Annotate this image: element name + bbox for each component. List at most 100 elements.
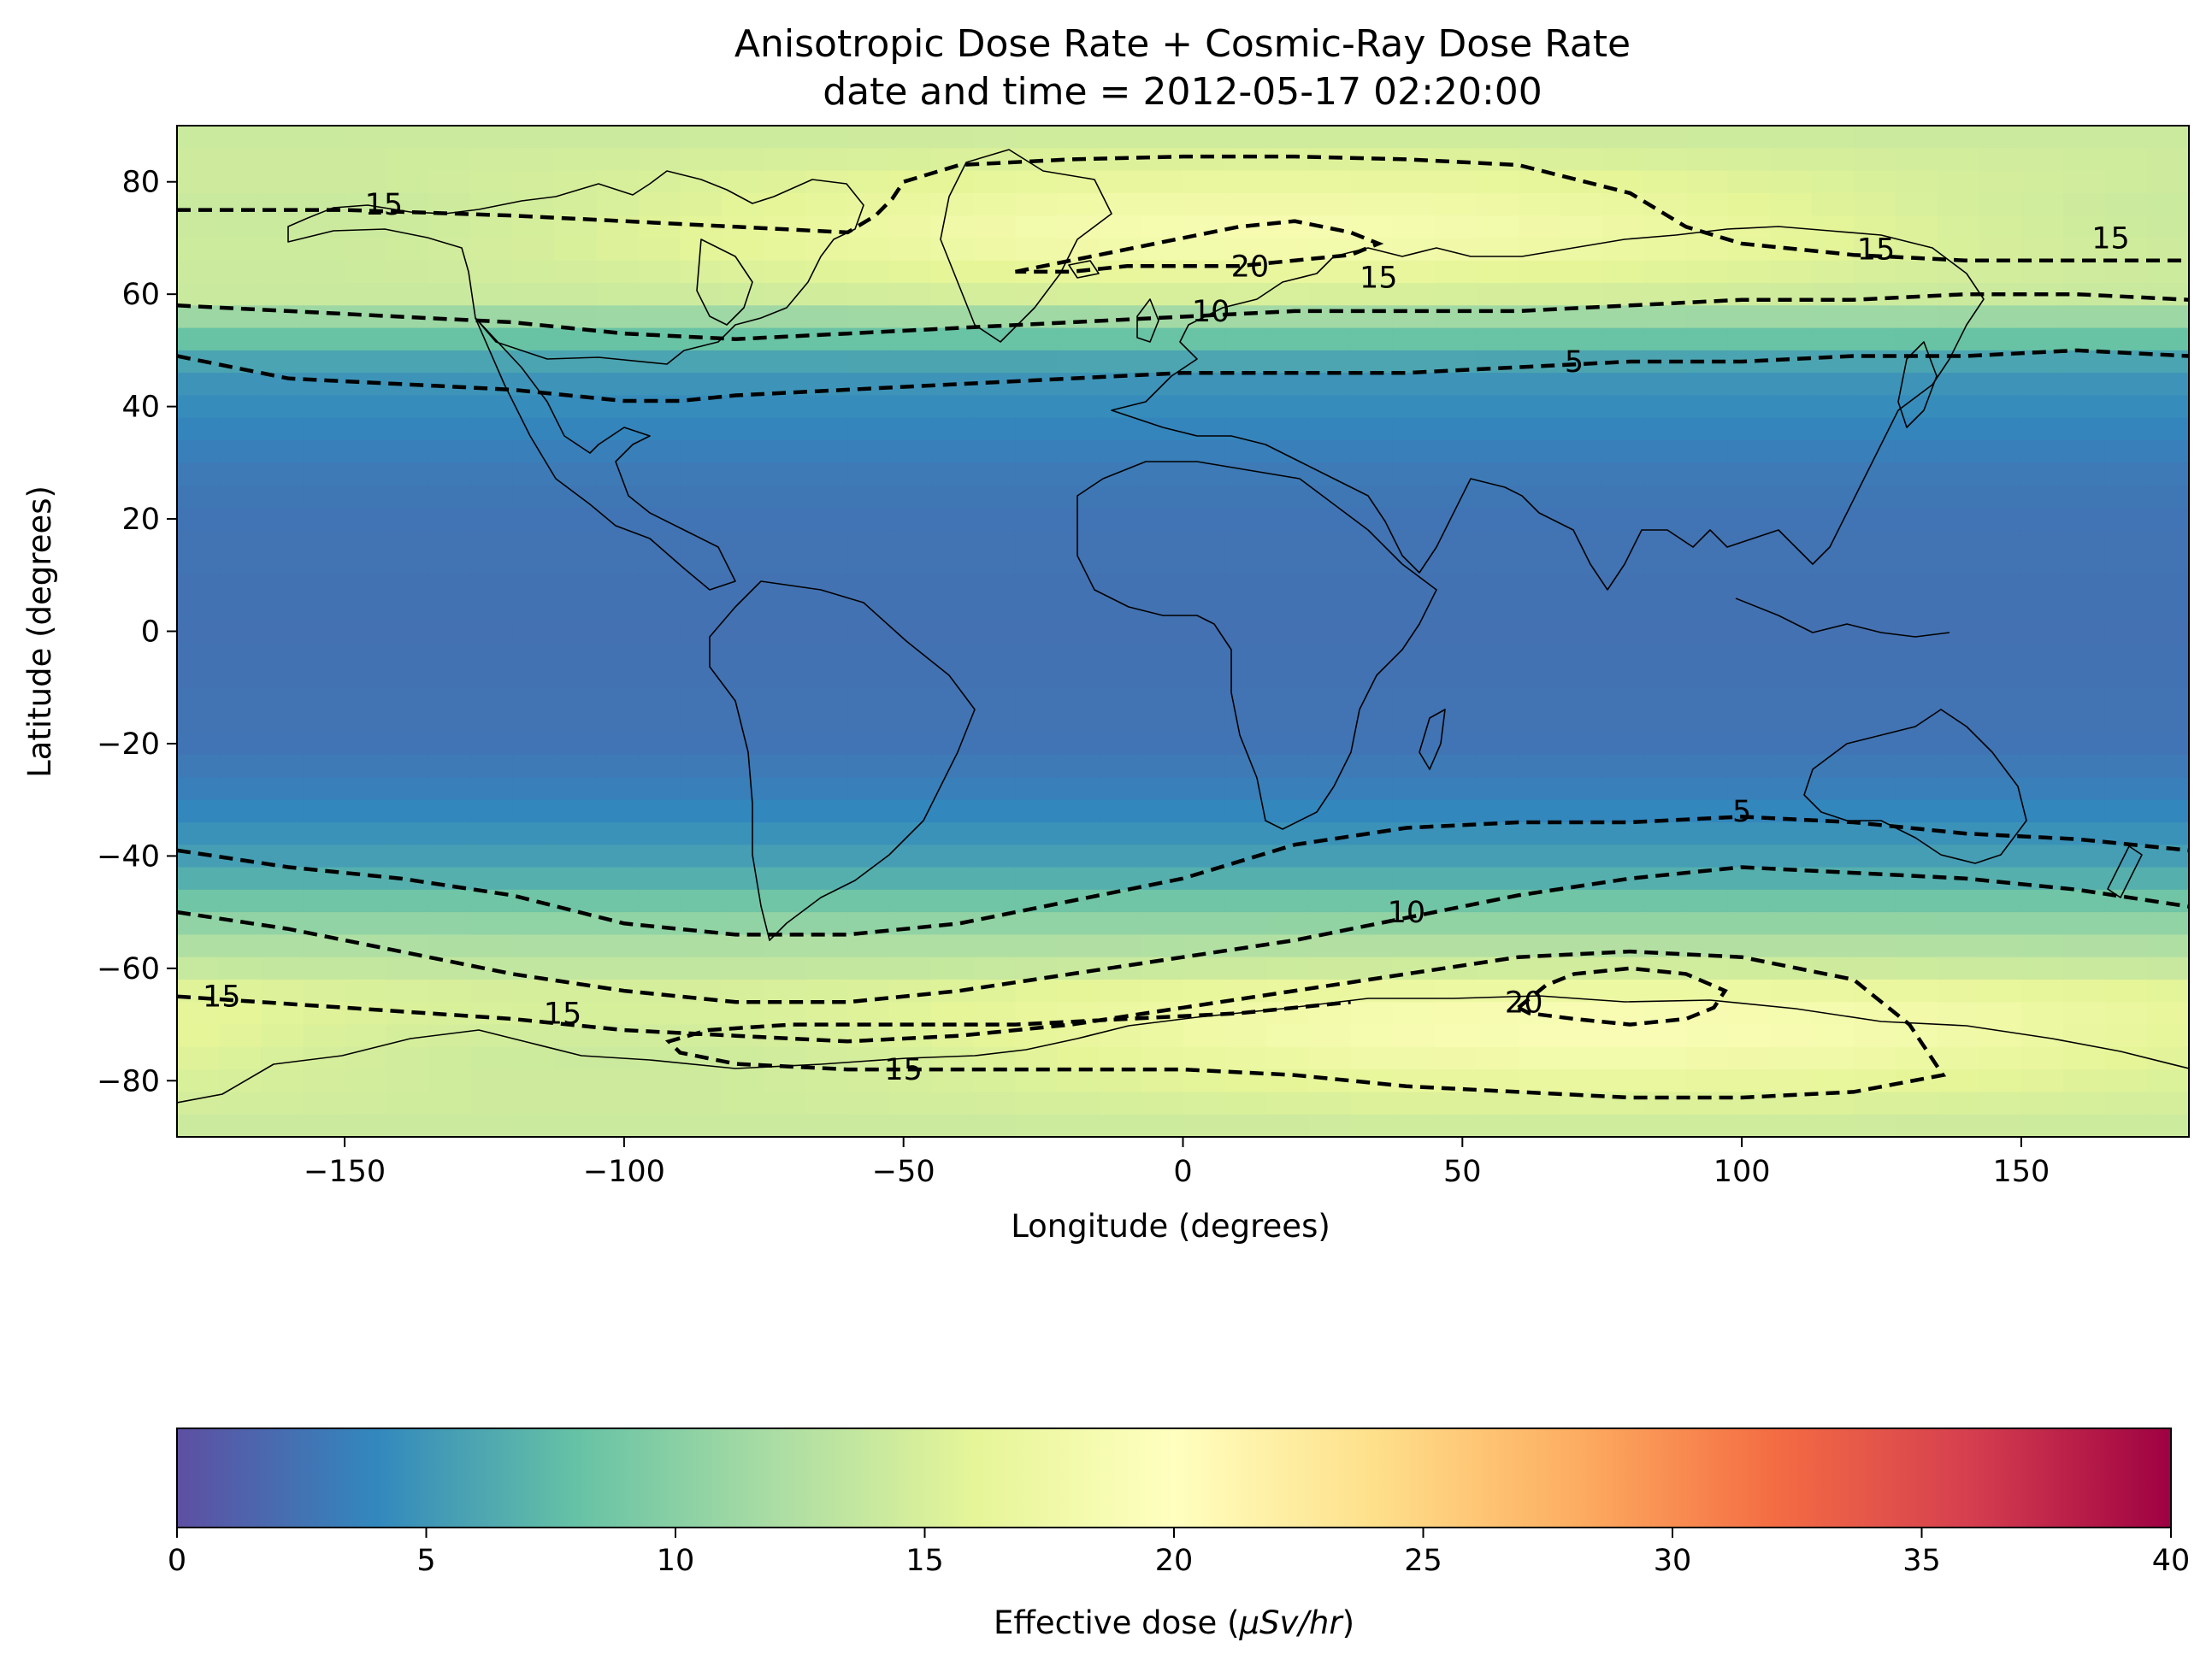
heatmap-cell (1266, 440, 1310, 463)
heatmap-cell (1476, 305, 1519, 329)
heatmap-cell (1057, 440, 1100, 463)
heatmap-cell (1141, 620, 1184, 644)
heatmap-cell (1183, 1114, 1226, 1137)
heatmap-cell (1434, 912, 1478, 935)
heatmap-cell (512, 642, 555, 666)
heatmap-cell (680, 642, 723, 666)
heatmap-cell (1183, 148, 1226, 172)
heatmap-cell (1727, 417, 1771, 441)
heatmap-cell (1392, 126, 1436, 149)
heatmap-cell (386, 283, 429, 306)
heatmap-cell (2146, 1092, 2189, 1116)
heatmap-cell (1308, 462, 1352, 486)
heatmap-cell (722, 957, 764, 980)
heatmap-cell (680, 148, 723, 172)
heatmap-cell (722, 170, 764, 194)
heatmap-cell (1769, 709, 1813, 733)
heatmap-cell (931, 574, 974, 598)
coastline-australia (1803, 709, 2027, 864)
heatmap-cell (1350, 440, 1394, 463)
heatmap-cell (2104, 1069, 2148, 1093)
heatmap-cell (386, 979, 429, 1003)
heatmap-cell (1099, 260, 1142, 284)
heatmap-cell (1601, 126, 1645, 149)
heatmap-cell (1979, 934, 2022, 958)
heatmap-cell (2062, 1114, 2106, 1137)
heatmap-cell (1434, 687, 1478, 711)
heatmap-cell (1811, 687, 1855, 711)
heatmap-cell (1350, 1114, 1394, 1137)
heatmap-cell (177, 664, 220, 688)
heatmap-cell (596, 664, 639, 688)
heatmap-cell (261, 462, 304, 486)
heatmap-cell (1476, 620, 1519, 644)
heatmap-cell (1727, 1046, 1771, 1070)
contour-label: 15 (884, 1053, 923, 1087)
heatmap-cell (1518, 215, 1561, 239)
heatmap-cell (1685, 821, 1729, 845)
heatmap-cell (1769, 552, 1813, 576)
heatmap-cell (1643, 687, 1687, 711)
heatmap-cell (596, 283, 639, 306)
heatmap-cell (1099, 126, 1142, 149)
heatmap-cell (219, 1024, 262, 1048)
heatmap-cell (2104, 507, 2148, 531)
heatmap-cell (1224, 440, 1268, 463)
heatmap-cell (805, 1002, 848, 1026)
heatmap-cell (177, 934, 220, 958)
heatmap-cell (2104, 417, 2148, 441)
heatmap-cell (1518, 1069, 1561, 1093)
heatmap-cell (973, 957, 1017, 980)
heatmap-cell (638, 283, 681, 306)
heatmap-cell (1937, 305, 1980, 329)
heatmap-cell (177, 755, 220, 778)
heatmap-cell (1476, 148, 1519, 172)
heatmap-cell (596, 799, 639, 823)
heatmap-cell (512, 260, 555, 284)
heatmap-cell (1518, 283, 1561, 306)
heatmap-cell (1685, 395, 1729, 419)
heatmap-cell (1560, 821, 1603, 845)
heatmap-cell (1685, 305, 1729, 329)
heatmap-cell (554, 1069, 597, 1093)
heatmap-cell (638, 238, 681, 262)
contour-5-line (177, 815, 2189, 937)
heatmap-cell (1224, 755, 1268, 778)
heatmap-cell (177, 238, 220, 262)
heatmap-cell (2104, 934, 2148, 958)
heatmap-cell (1895, 867, 1938, 891)
heatmap-cell (1434, 530, 1478, 554)
heatmap-cell (1685, 485, 1729, 509)
heatmap-cell (1308, 327, 1352, 351)
heatmap-cell (1727, 845, 1771, 868)
heatmap-cell (1853, 148, 1896, 172)
heatmap-cell (722, 238, 764, 262)
heatmap-cell (1183, 350, 1226, 374)
heatmap-cell (680, 552, 723, 576)
heatmap-cell (1476, 1114, 1519, 1137)
colorbar-label: Effective dose (μSv/hr) (994, 1604, 1354, 1641)
heatmap-cell (1099, 1092, 1142, 1116)
heatmap (177, 126, 2189, 1137)
y-tick-label: −80 (97, 1064, 160, 1098)
heatmap-cell (889, 574, 932, 598)
heatmap-cell (345, 148, 387, 172)
heatmap-cell (1853, 1024, 1896, 1048)
heatmap-cell (889, 979, 932, 1003)
heatmap-cell (2104, 687, 2148, 711)
heatmap-cell (638, 462, 681, 486)
heatmap-cell (1308, 664, 1352, 688)
heatmap-cell (1979, 507, 2022, 531)
heatmap-cell (345, 417, 387, 441)
heatmap-cell (1937, 530, 1980, 554)
heatmap-cell (1979, 777, 2022, 801)
heatmap-cell (1350, 507, 1394, 531)
heatmap-cell (805, 1114, 848, 1137)
heatmap-cell (1727, 395, 1771, 419)
heatmap-cell (219, 1114, 262, 1137)
heatmap-cell (1937, 979, 1980, 1003)
heatmap-cell (303, 327, 345, 351)
heatmap-cell (1601, 192, 1645, 216)
heatmap-cell (847, 620, 890, 644)
